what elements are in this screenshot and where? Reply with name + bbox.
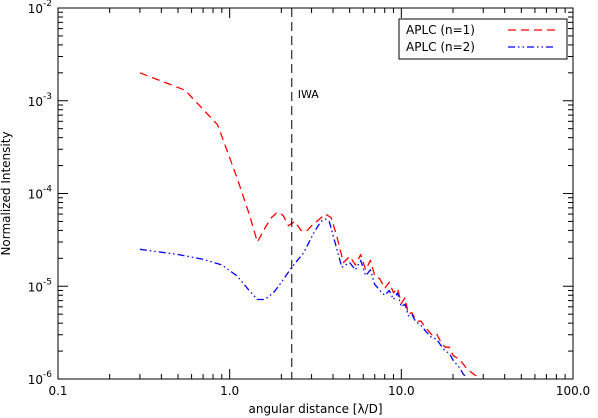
x-tick-label: 100.0	[556, 384, 590, 398]
series-line-1	[139, 72, 482, 379]
x-tick-label: 10.0	[388, 384, 415, 398]
x-tick-label: 1.0	[220, 384, 239, 398]
y-tick-label: 10-4	[28, 185, 53, 202]
x-axis-title: angular distance [λ/D]	[248, 402, 382, 416]
legend-label-2: APLC (n=2)	[406, 40, 475, 54]
series-line-2	[139, 218, 468, 378]
minor-ticks	[58, 8, 573, 379]
plot-area	[139, 72, 482, 379]
y-axis-title: Normalized Intensity	[0, 131, 13, 255]
major-ticks	[57, 7, 574, 380]
y-tick-label: 10-2	[28, 0, 52, 16]
tick-labels: 0.1 1.0 10.0 100.0 10-6 10-5 10-4 10-3 10-2	[28, 0, 590, 398]
y-tick-label: 10-6	[28, 370, 53, 387]
y-tick-label: 10-3	[28, 92, 52, 109]
legend-box	[398, 18, 568, 60]
y-tick-label: 10-5	[28, 277, 52, 294]
iwa-line-group: IWA	[291, 8, 320, 379]
x-tick-label: 0.1	[48, 384, 67, 398]
iwa-label: IWA	[298, 88, 320, 101]
plot-frame	[57, 7, 574, 380]
legend-label-1: APLC (n=1)	[406, 23, 475, 37]
legend: APLC (n=1) APLC (n=2)	[398, 18, 568, 60]
